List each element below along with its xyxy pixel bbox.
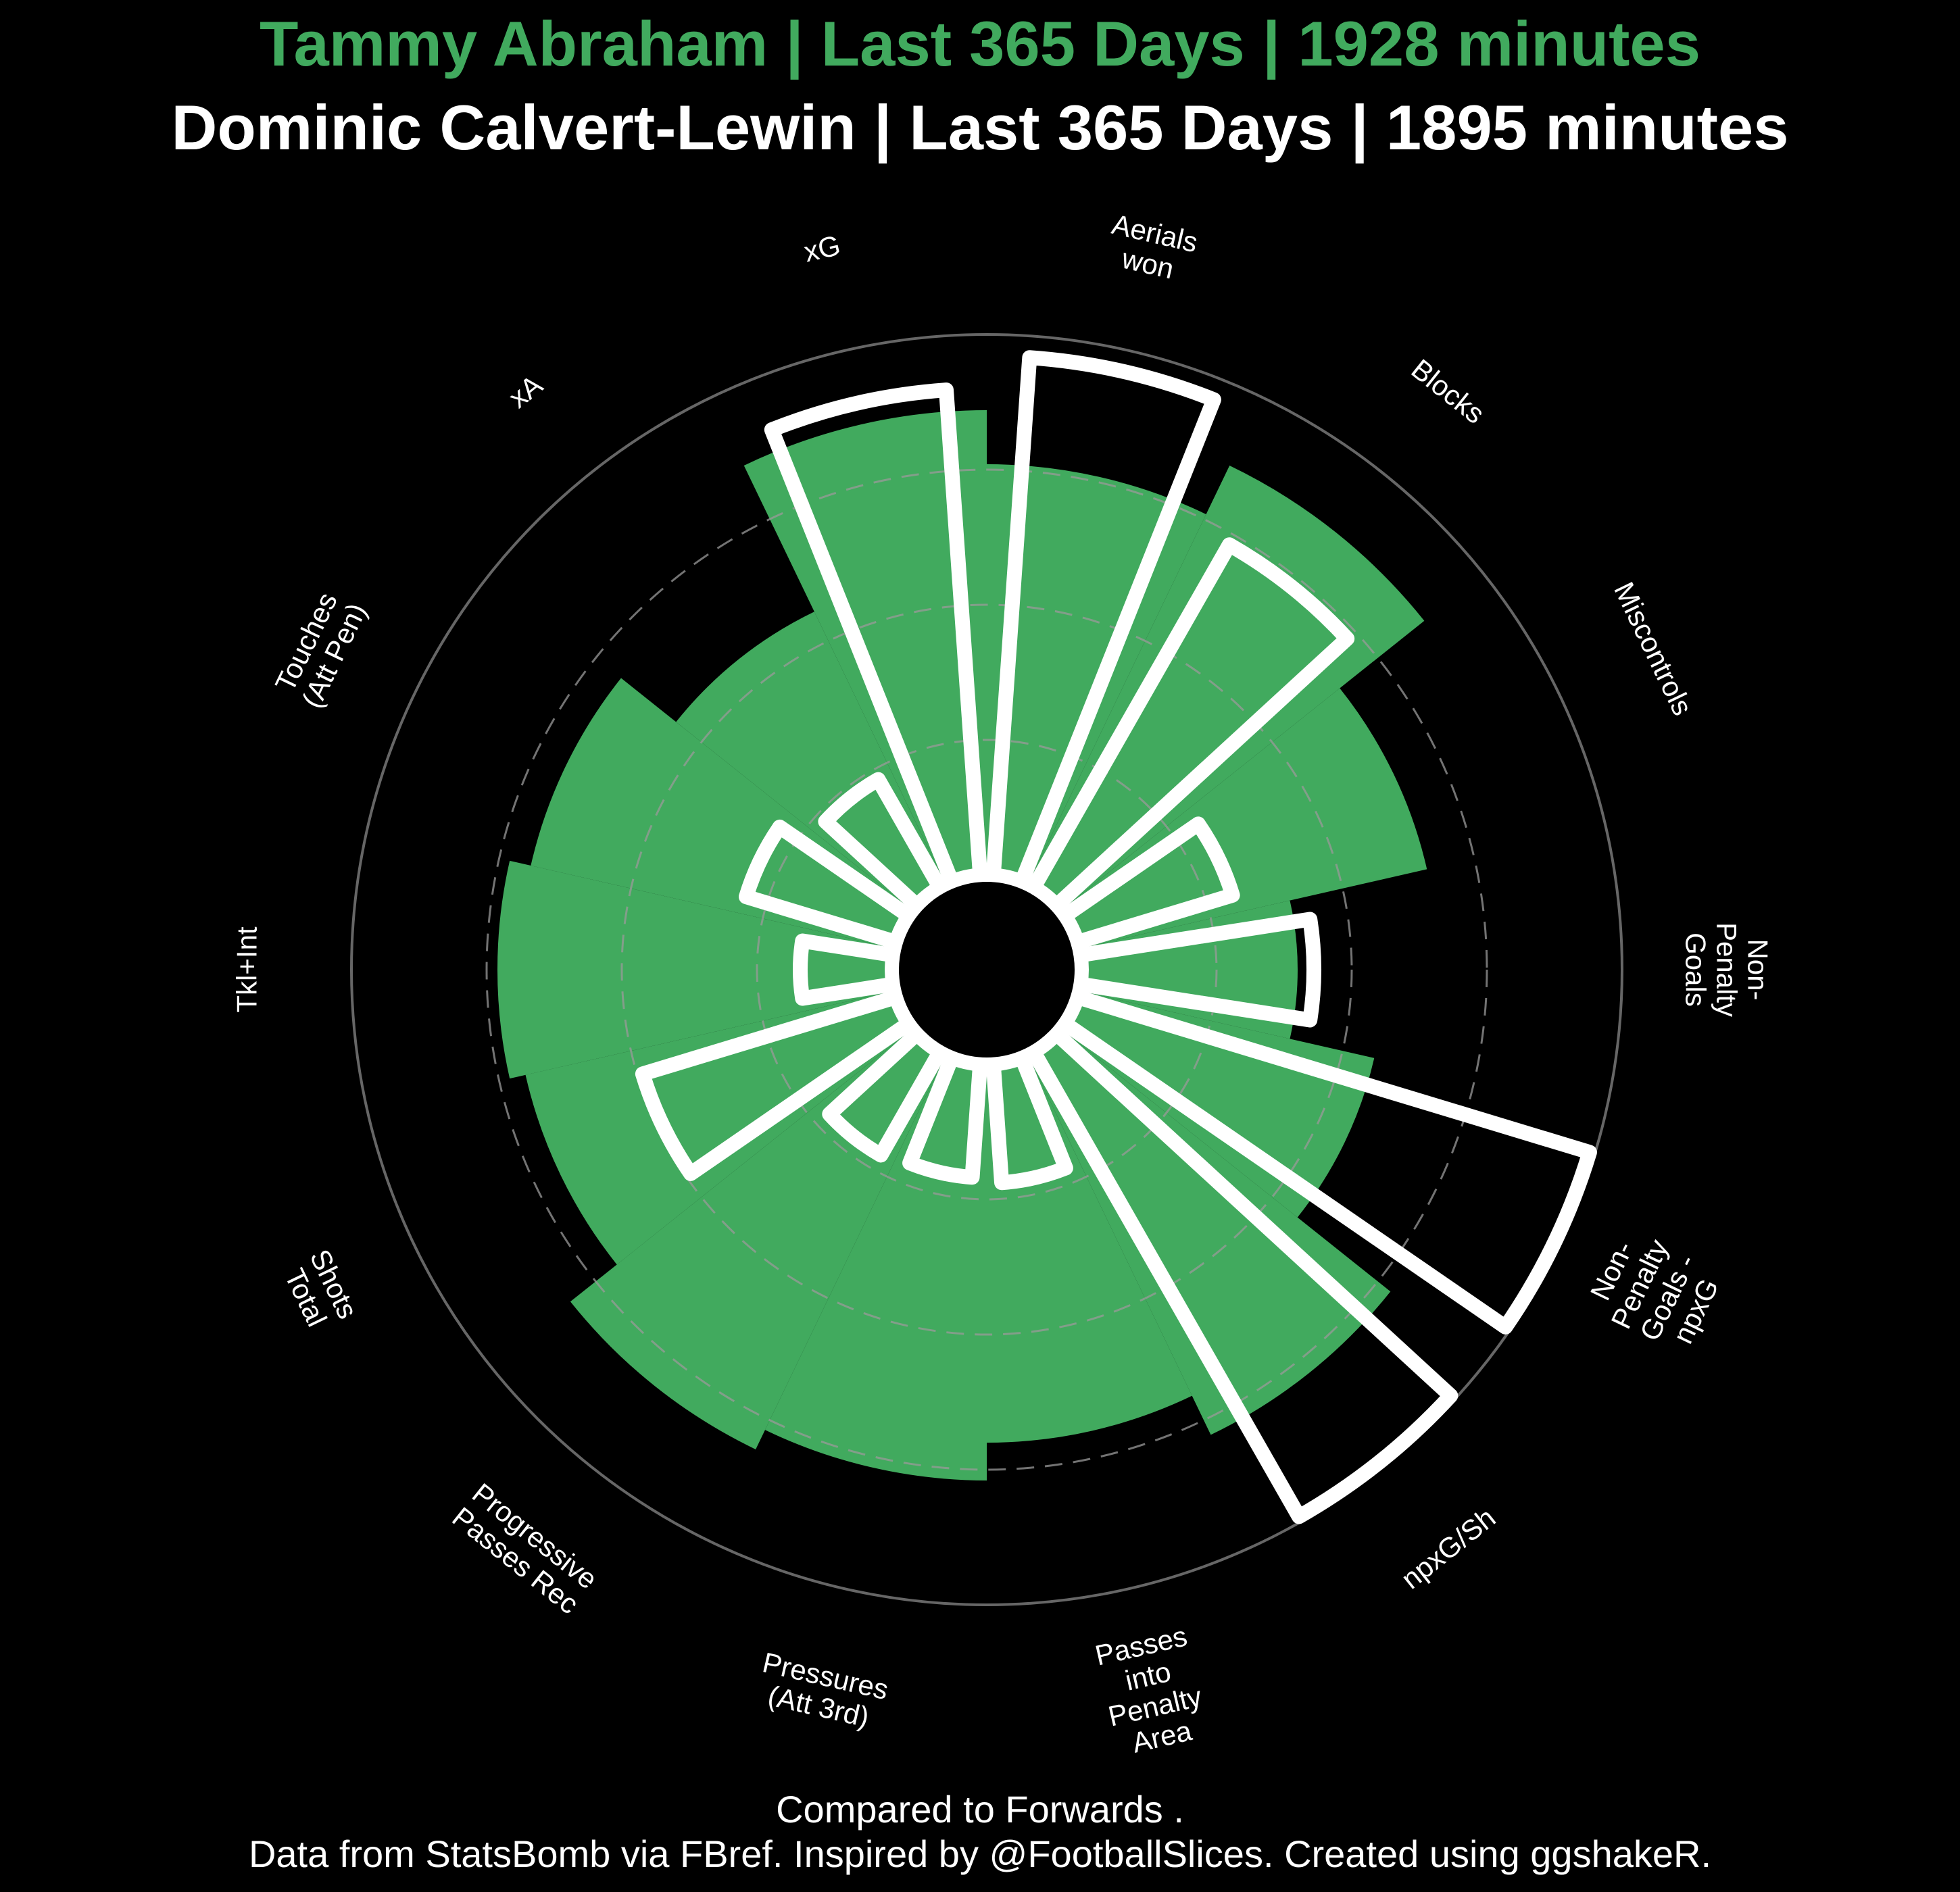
chart-title-primary: Tammy Abraham | Last 365 Days | 1928 min…: [260, 8, 1700, 79]
grid-ring-outer: [350, 333, 1623, 1606]
caption-source: Data from StatsBomb via FBref. Inspired …: [248, 1833, 1712, 1875]
bar-primary-8: [764, 1055, 987, 1480]
category-label-12: Touches(Att Pen): [268, 584, 373, 713]
bar-primary-3: [1060, 688, 1427, 949]
grid-ring-25: [756, 739, 1218, 1201]
category-label-8: Pressures(Att 3rd): [753, 1646, 891, 1736]
category-label-7: PassesintoPenaltyArea: [1092, 1620, 1212, 1763]
category-label-4: Non-PenaltyGoals: [1680, 922, 1773, 1017]
bar-primary-6: [1027, 1028, 1391, 1435]
category-label-2: Blocks: [1406, 353, 1491, 430]
bar-primary-12: [531, 678, 913, 949]
category-label-14: xG: [801, 229, 843, 268]
bar-primary-5: [1060, 991, 1375, 1218]
category-label-9: ProgressivePasses Rec: [447, 1476, 604, 1620]
grid-ring-50: [620, 603, 1353, 1336]
bar-primary-7: [987, 1055, 1192, 1443]
bar-primary-13: [676, 612, 946, 911]
chart-title-secondary: Dominic Calvert-Lewin | Last 365 Days | …: [171, 92, 1789, 163]
category-label-5: Non-PenaltyGoals -npxG: [1577, 1221, 1730, 1360]
center-hole: [885, 868, 1088, 1071]
bar-primary-10: [525, 991, 913, 1265]
grid-ring-75: [485, 468, 1488, 1471]
category-label-10: ShotsTotal: [276, 1245, 364, 1337]
bar-primary-2: [1027, 465, 1425, 911]
category-label-3: Miscontrols: [1608, 577, 1698, 720]
category-label-1: Aerialswon: [1102, 208, 1201, 289]
caption-comparison: Compared to Forwards .: [776, 1788, 1184, 1831]
category-label-6: npxG/Sh: [1395, 1501, 1501, 1595]
category-label-11: Tkl+Int: [231, 926, 263, 1013]
category-label-13: xA: [503, 368, 549, 414]
bar-primary-11: [497, 860, 895, 1079]
